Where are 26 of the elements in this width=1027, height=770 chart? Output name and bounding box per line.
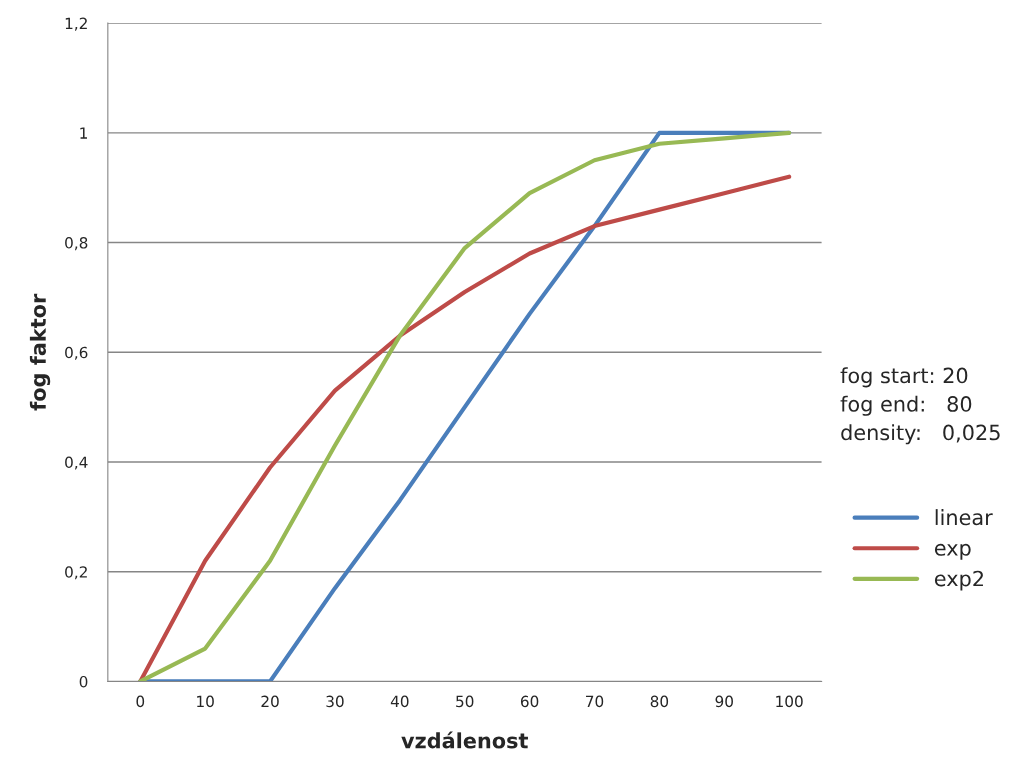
x-tick-label: 20: [261, 695, 279, 708]
y-tick-label: 1: [80, 127, 87, 139]
legend-label: exp: [934, 543, 971, 560]
x-tick-label: 90: [715, 695, 733, 708]
x-tick-label: 10: [197, 695, 214, 708]
x-tick-label: 100: [776, 695, 803, 708]
y-tick-label: 0,2: [65, 566, 87, 580]
y-tick-label: 1,2: [65, 17, 87, 31]
x-tick-label: 60: [520, 695, 539, 708]
x-tick-label: 30: [326, 695, 344, 708]
x-axis-title: vzdálenost: [401, 731, 528, 749]
x-tick-label: 70: [586, 695, 604, 708]
text: fog start: 20: [840, 367, 968, 388]
y-tick-label: 0,4: [65, 456, 88, 470]
x-tick-label: 50: [456, 695, 474, 708]
x-tick-label: 40: [390, 695, 409, 708]
x-tick-label: 80: [650, 695, 669, 708]
y-tick-label: 0,6: [65, 346, 88, 360]
y-tick-label: 0: [79, 675, 88, 688]
legend-label: linear: [935, 509, 993, 526]
x-tick-label: 0: [136, 695, 145, 708]
y-tick-label: 0,8: [65, 237, 88, 251]
legend-label: exp2: [934, 570, 983, 591]
text: density: 0,025: [841, 424, 1000, 445]
text: fog end: 80: [840, 395, 972, 416]
y-axis-title: fog faktor: [29, 293, 51, 411]
